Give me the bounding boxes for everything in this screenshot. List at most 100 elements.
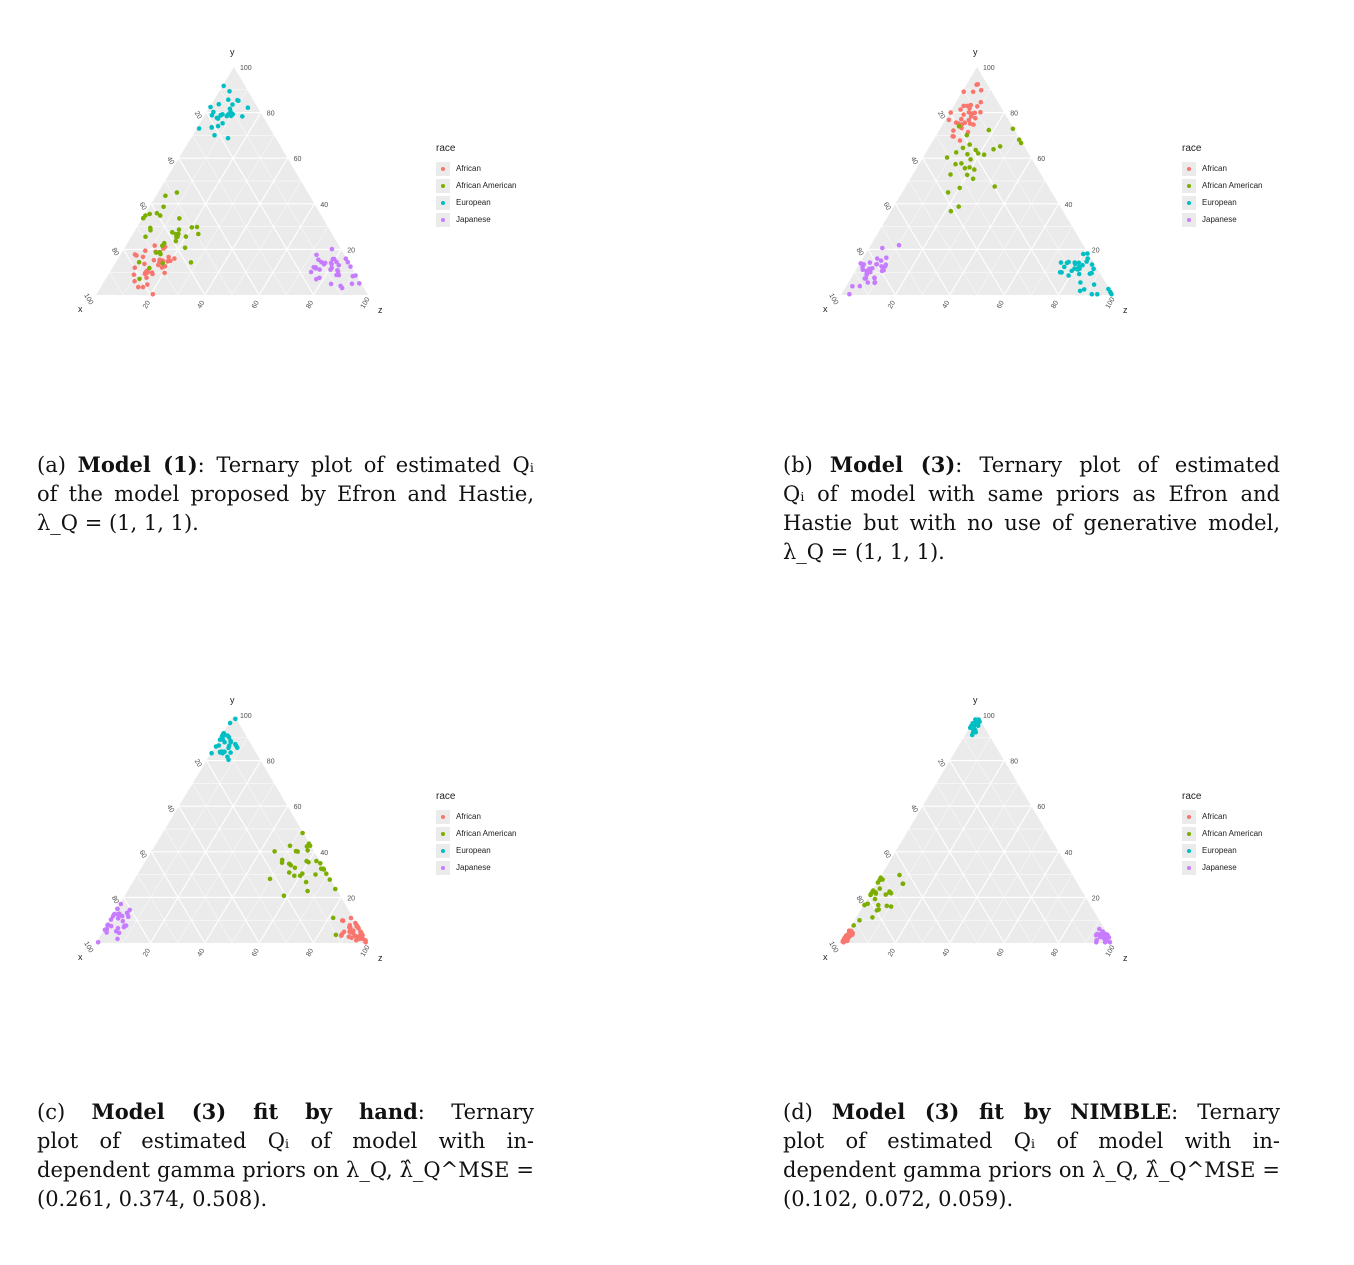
point-european [1077,288,1083,294]
point-african-american [304,844,310,849]
point-japanese [861,262,866,267]
x-axis-label: x [823,304,828,314]
point-european [1089,291,1095,297]
point-african-american [305,888,310,894]
x-tick-label: 40 [165,804,175,814]
point-african-american [143,213,148,218]
point-african-american [287,843,293,849]
point-african-american [857,918,862,923]
z-tick-label: 20 [142,948,152,958]
point-african-american [170,230,175,235]
legend-key [1182,195,1196,210]
z-tick-label: 20 [887,948,897,958]
point-african-american [964,132,970,138]
point-japanese [321,262,327,267]
point-african [357,936,362,942]
point-african-american [304,858,309,864]
legend-item: Japanese [1182,859,1262,876]
legend-label: Japanese [456,215,491,224]
y-tick-label: 40 [320,850,328,857]
point-japanese [332,256,337,262]
point-japanese [127,907,133,913]
point-african [961,103,966,109]
y-axis-label: y [973,47,978,57]
point-african-american [883,892,888,897]
point-african-american [314,858,319,864]
x-tick-label: 20 [193,758,203,768]
point-african [132,252,138,257]
point-african [848,928,854,934]
z-tick-label: 100 [360,944,372,958]
point-japanese [317,267,322,272]
point-african-american [318,861,323,866]
z-tick-label: 100 [360,296,372,310]
z-tick-label: 60 [996,300,1006,310]
point-african-american [967,142,972,147]
panel-a: 20 20 20 40 40 40 60 60 60 80 80 80 100 100 100 x y z rac… [0,0,677,617]
point-japanese [896,242,902,248]
panel-c: 20 20 20 40 40 40 60 60 60 80 80 80 100 100 100 x y z rac… [0,648,677,1265]
z-axis-label: z [1123,953,1128,963]
point-european [213,744,219,749]
point-african-american [196,231,201,237]
legend-title: race [436,791,456,802]
y-tick-label: 20 [347,247,355,254]
x-tick-label: 20 [936,110,946,120]
point-japanese [308,269,314,275]
legend-dot [1187,865,1191,870]
point-african-american [137,276,142,282]
point-european [196,126,202,131]
point-japanese [125,911,130,916]
point-european [1080,262,1085,268]
point-european [1091,282,1097,287]
legend-key [436,212,450,227]
legend-item: European [1182,842,1262,859]
point-african-american [324,871,329,876]
x-tick-label: 40 [909,156,919,166]
point-japanese [104,930,109,935]
point-japanese [874,256,880,261]
z-tick-label: 60 [251,300,261,310]
point-japanese [879,264,884,269]
point-african-american [964,172,970,178]
point-african-american [160,260,165,266]
y-tick-label: 80 [1010,111,1018,118]
legend-item: African American [436,177,516,194]
legend-label: European [456,846,491,855]
data-points [840,717,1113,945]
point-japanese [335,268,340,273]
point-japanese [314,252,319,258]
caption-line: λ_Q = (1, 1, 1). [783,540,945,564]
legend-dot [441,217,445,222]
point-african-american [292,873,297,879]
legend-a: race African African American European Japan… [436,143,516,228]
point-japanese [115,906,120,912]
point-european [1091,266,1096,272]
x-tick-label: 40 [909,804,919,814]
point-african-american [173,238,179,244]
point-european [1059,270,1064,275]
point-african [966,117,972,123]
point-african-american [968,157,973,162]
legend-key [1182,860,1196,875]
point-japanese [349,281,355,287]
point-european [1076,260,1082,266]
point-japanese [343,256,349,262]
point-japanese [122,923,127,928]
point-african-american [953,150,959,155]
legend-b: race African African American European Japan… [1182,143,1262,228]
point-african [132,265,138,271]
point-japanese [874,262,880,267]
point-japanese [880,245,885,251]
z-tick-label: 40 [941,300,951,310]
legend-label: Japanese [1202,863,1237,872]
point-european [226,743,232,749]
point-european [227,720,233,726]
legend-label: African American [1202,829,1263,838]
legend-dot [441,865,445,870]
legend-label: African [456,812,481,821]
point-african-american [279,857,285,863]
point-european [209,124,214,130]
caption-line: (0.261, 0.374, 0.508). [37,1187,268,1211]
point-african-american [286,870,292,875]
